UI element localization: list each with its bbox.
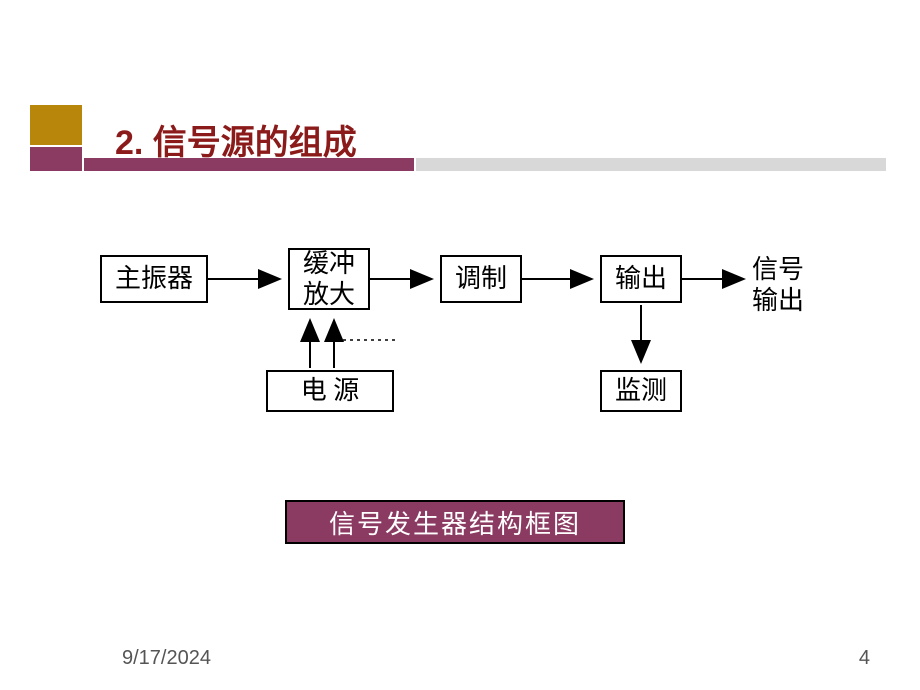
caption-text: 信号发生器结构框图 — [329, 504, 581, 541]
block-diagram: 主振器 缓冲 放大 调制 输出电 源 监测 信号 输出 — [0, 240, 920, 460]
deco-rect — [30, 105, 82, 145]
node-buf: 缓冲 放大 — [288, 248, 370, 310]
node-mon: 监测 — [600, 370, 682, 412]
caption-box: 信号发生器结构框图 — [285, 500, 625, 544]
slide-title: 2. 信号源的组成 — [115, 115, 357, 164]
deco-rect — [416, 158, 886, 171]
node-out: 输出 — [600, 255, 682, 303]
footer-date: 9/17/2024 — [122, 647, 211, 670]
footer-page: 4 — [859, 647, 870, 670]
deco-rect — [30, 147, 82, 171]
node-mod: 调制 — [440, 255, 522, 303]
node-osc: 主振器 — [100, 255, 208, 303]
node-pwr: 电 源 — [266, 370, 394, 412]
diagram-label: 信号 输出 — [752, 254, 804, 316]
